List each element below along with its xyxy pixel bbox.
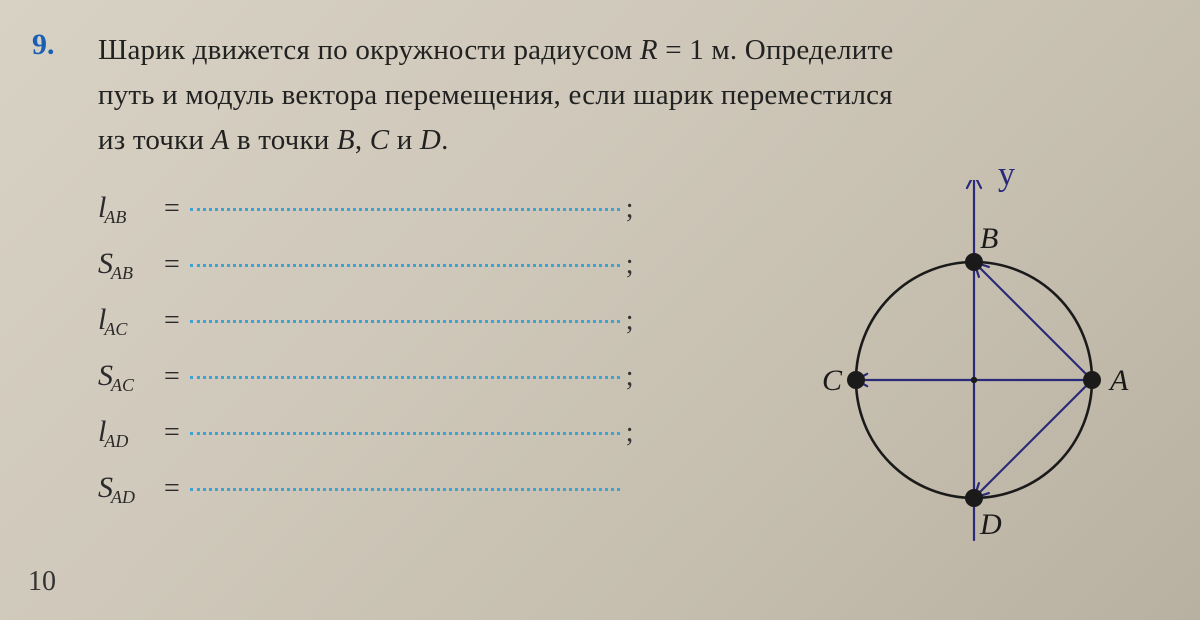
- var-C: C: [370, 124, 390, 156]
- answer-sub: AD: [104, 431, 128, 451]
- equals-sign: =: [164, 417, 180, 449]
- equals-sign: =: [164, 473, 180, 505]
- var-B: B: [337, 124, 355, 156]
- text-frag: из точки: [98, 124, 212, 156]
- svg-text:A: A: [1108, 364, 1129, 397]
- answer-label: lAB: [98, 191, 160, 225]
- text-frag: = 1 м. Определите: [658, 34, 894, 66]
- answer-label: SAC: [98, 359, 160, 393]
- text-frag: в точки: [229, 124, 336, 156]
- answer-sub: AB: [104, 207, 126, 227]
- handwritten-y-label: y: [998, 156, 1015, 194]
- diagram-container: A B C D: [784, 180, 1164, 590]
- equals-sign: =: [164, 361, 180, 393]
- answer-label: lAC: [98, 303, 160, 337]
- page-container: 9. Шарик движется по окружности радиусом…: [0, 0, 1200, 620]
- answer-sub: AD: [111, 487, 135, 507]
- problem-number: 9.: [32, 28, 55, 62]
- dotted-blank: [190, 264, 620, 267]
- answer-sub: AC: [104, 319, 127, 339]
- svg-text:B: B: [980, 222, 998, 255]
- problem-text: Шарик движется по окружности радиусом R …: [98, 28, 940, 163]
- dotted-blank: [190, 432, 620, 435]
- text-frag: путь и модуль вектора перемещения, если …: [98, 79, 893, 111]
- semicolon: ;: [626, 361, 634, 393]
- dotted-blank: [190, 376, 620, 379]
- answer-label: SAB: [98, 247, 160, 281]
- var-R: R: [640, 34, 658, 66]
- dotted-blank: [190, 320, 620, 323]
- semicolon: ;: [626, 417, 634, 449]
- equals-sign: =: [164, 249, 180, 281]
- semicolon: ;: [626, 193, 634, 225]
- var-A: A: [212, 124, 230, 156]
- svg-text:C: C: [822, 364, 843, 397]
- svg-text:D: D: [979, 508, 1002, 541]
- answer-sub: AC: [111, 375, 134, 395]
- text-frag: .: [441, 124, 448, 156]
- var-D: D: [420, 124, 441, 156]
- answer-sub: AB: [111, 263, 133, 283]
- text-frag: и: [389, 124, 420, 156]
- answer-label: SAD: [98, 471, 160, 505]
- circle-diagram: A B C D: [784, 180, 1164, 590]
- semicolon: ;: [626, 249, 634, 281]
- dotted-blank: [190, 488, 620, 491]
- equals-sign: =: [164, 193, 180, 225]
- answer-label: lAD: [98, 415, 160, 449]
- semicolon: ;: [626, 305, 634, 337]
- text-frag: Шарик движется по окружности радиусом: [98, 34, 640, 66]
- equals-sign: =: [164, 305, 180, 337]
- text-frag: ,: [355, 124, 370, 156]
- dotted-blank: [190, 208, 620, 211]
- page-number: 10: [28, 566, 56, 598]
